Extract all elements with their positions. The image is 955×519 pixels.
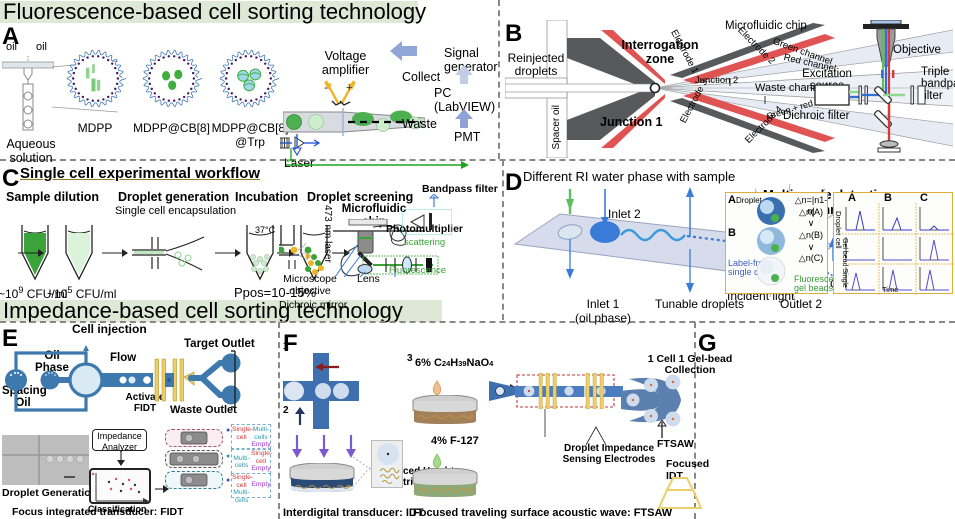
svg-text:+: + — [346, 82, 352, 94]
svg-text:-: - — [324, 82, 328, 94]
